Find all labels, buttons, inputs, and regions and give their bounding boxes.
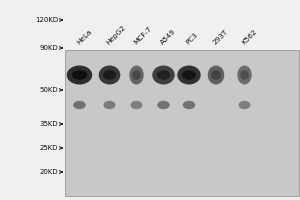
Bar — [64, 50, 298, 196]
Text: 35KD: 35KD — [39, 121, 58, 127]
Text: 293T: 293T — [212, 29, 229, 46]
Ellipse shape — [183, 101, 195, 109]
Ellipse shape — [211, 70, 221, 80]
Text: MCF-7: MCF-7 — [132, 26, 152, 46]
Text: HeLa: HeLa — [75, 29, 92, 46]
Text: HepG2: HepG2 — [105, 24, 127, 46]
Ellipse shape — [152, 66, 175, 84]
Text: 50KD: 50KD — [39, 87, 58, 93]
Ellipse shape — [72, 70, 87, 80]
Text: 90KD: 90KD — [39, 45, 58, 51]
Ellipse shape — [177, 66, 201, 84]
Ellipse shape — [132, 70, 141, 80]
Ellipse shape — [157, 70, 170, 80]
Ellipse shape — [129, 66, 144, 84]
Ellipse shape — [103, 101, 116, 109]
Text: PC3: PC3 — [185, 32, 199, 46]
Ellipse shape — [103, 70, 116, 80]
Ellipse shape — [157, 101, 170, 109]
Ellipse shape — [67, 66, 92, 84]
Ellipse shape — [182, 70, 196, 80]
Ellipse shape — [73, 101, 86, 109]
Text: 120KD: 120KD — [35, 17, 58, 23]
Ellipse shape — [99, 66, 120, 84]
Text: K562: K562 — [240, 29, 258, 46]
Ellipse shape — [130, 101, 142, 109]
Ellipse shape — [240, 70, 249, 80]
Ellipse shape — [208, 66, 224, 84]
Text: 25KD: 25KD — [39, 145, 58, 151]
Ellipse shape — [237, 66, 252, 84]
Ellipse shape — [238, 101, 250, 109]
Text: 20KD: 20KD — [39, 169, 58, 175]
Text: A549: A549 — [159, 28, 177, 46]
